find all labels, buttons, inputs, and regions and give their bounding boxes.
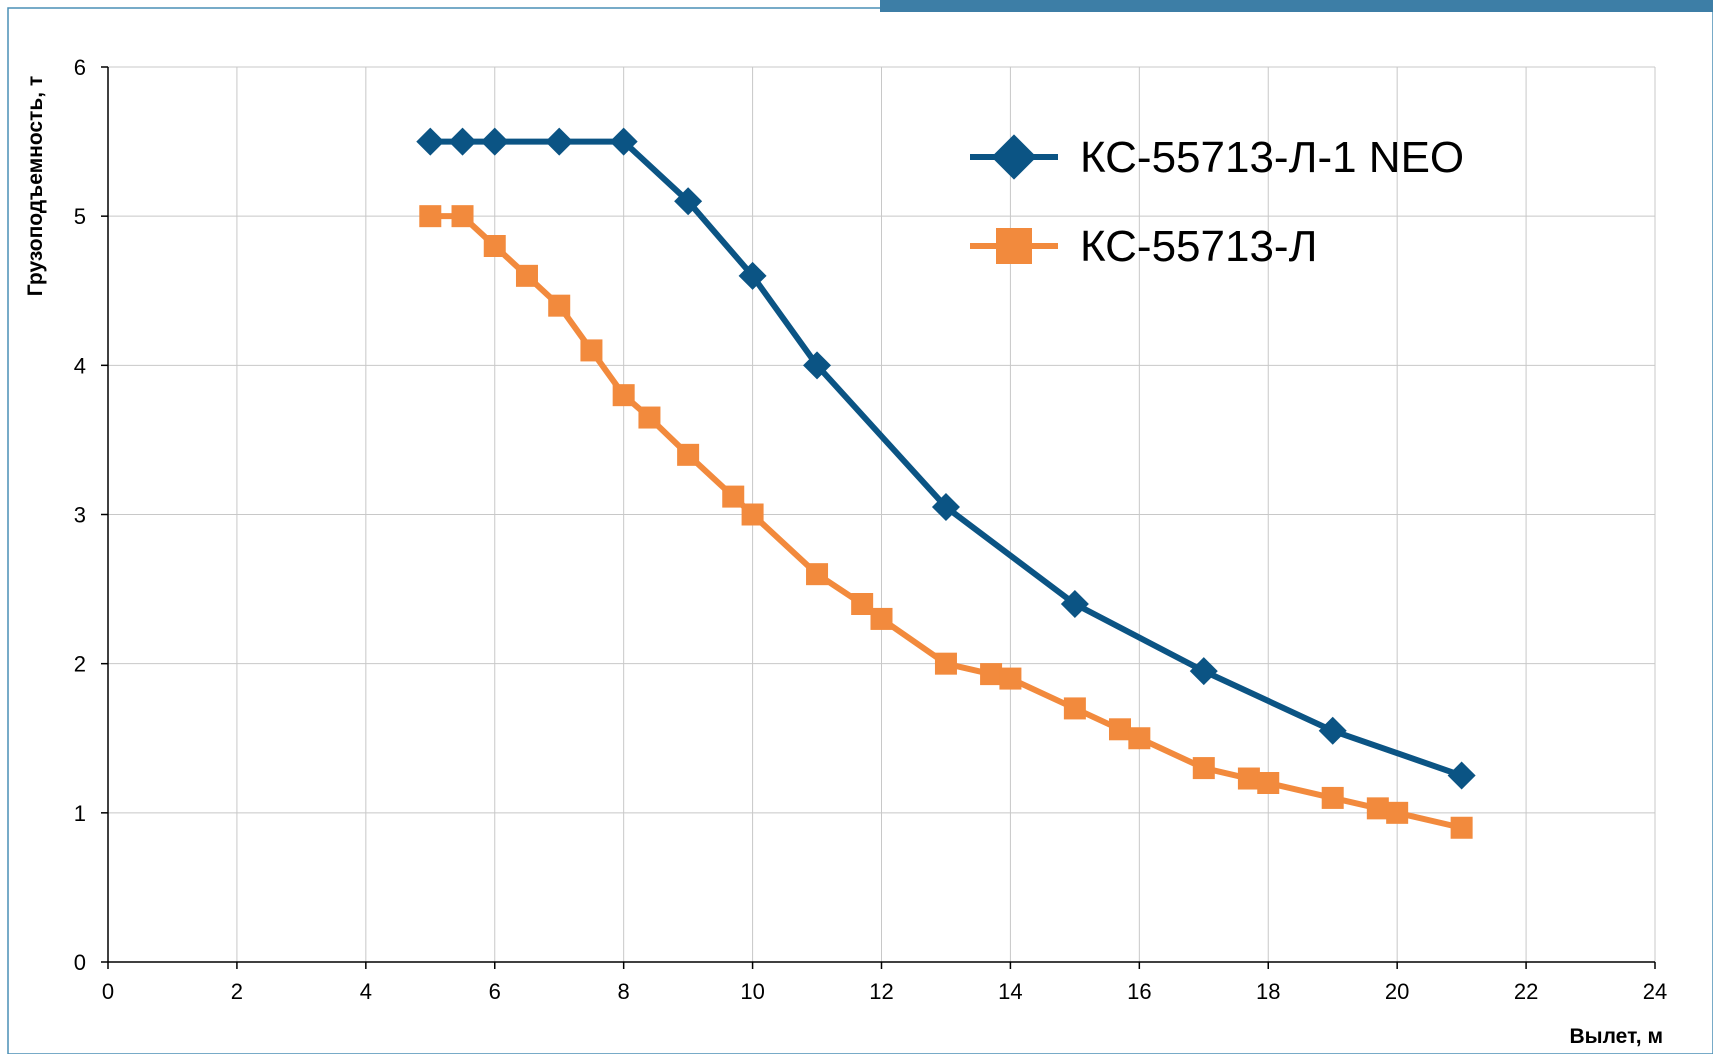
series-1-point [1318,716,1347,745]
series-2-point [1257,772,1280,794]
series-1-point [1060,590,1089,618]
x-tick-label: 16 [1127,979,1151,1004]
series-2-point [806,563,829,586]
series-2-point [1366,797,1389,820]
series-2-point [722,485,745,508]
series-2-point [612,384,635,407]
y-tick-labels: 0 1 2 3 4 5 6 [74,55,86,975]
series-1-point [545,127,574,156]
y-tick-label: 4 [74,353,86,378]
series-2-point [999,667,1022,690]
legend: КС-55713-Л-1 NEO КС-55713-Л [970,133,1464,271]
x-axis-label: Вылет, м [1570,1025,1663,1048]
y-tick-label: 0 [74,950,86,975]
x-tick-label: 20 [1385,979,1409,1004]
series-2-point [1386,801,1409,824]
slide-accent-bar [880,0,1713,12]
series-2-point [870,607,893,630]
legend-marker-series-2 [996,228,1032,264]
series-2-point [1237,767,1260,790]
series-2-point [580,339,603,362]
series-2-point [1108,718,1131,741]
y-tick-label: 6 [74,55,86,80]
series-2-point [451,205,474,228]
series-2-point [1450,816,1473,839]
series-2-point [1321,786,1344,809]
x-tick-label: 4 [360,979,372,1004]
series-2-point [677,443,700,466]
legend-label-series-1: КС-55713-Л-1 NEO [1080,133,1464,182]
series-2-point [934,652,957,675]
series-1-point [416,127,445,156]
series-1-point [448,127,477,156]
series-line-2 [430,213,1463,831]
x-tick-label: 22 [1514,979,1538,1004]
series-2-point [980,663,1003,686]
series-1-point [1447,761,1476,790]
series-2-point [515,264,538,287]
x-tick-label: 0 [102,979,114,1004]
x-tick-label: 2 [231,979,243,1004]
x-tick-label: 14 [998,979,1022,1004]
axes [101,66,1656,969]
y-tick-label: 2 [74,652,86,677]
x-tick-label: 8 [618,979,630,1004]
x-tick-label: 10 [740,979,764,1004]
series-2-point [851,593,874,615]
series-2-point [1192,757,1215,780]
x-tick-label: 12 [869,979,893,1004]
y-axis-label: Грузоподъемность, т [24,76,47,296]
series-2-point [419,205,442,228]
series-2-point [483,235,506,257]
series-1-point [1189,657,1218,686]
x-tick-label: 18 [1256,979,1280,1004]
gridlines [108,66,1656,962]
series-1-point [931,493,960,522]
series-1-point [609,127,638,156]
y-tick-label: 3 [74,503,86,528]
series-2-point [548,294,571,317]
series-2-point [1063,697,1086,720]
series-1-point [480,127,509,156]
x-tick-label: 6 [489,979,501,1004]
x-tick-label: 24 [1643,979,1667,1004]
series-2-point [741,503,764,526]
series [416,127,1476,839]
x-tick-labels: 0 2 4 6 8 10 12 14 16 18 20 22 24 [102,979,1667,1004]
series-1-point [674,187,703,216]
series-2-point [638,406,661,429]
y-tick-label: 5 [74,204,86,229]
legend-marker-series-1 [991,134,1037,180]
series-1-point [803,351,832,380]
y-tick-label: 1 [74,801,86,826]
series-1-point [738,261,767,290]
legend-label-series-2: КС-55713-Л [1080,222,1317,271]
series-2-point [1128,727,1151,750]
